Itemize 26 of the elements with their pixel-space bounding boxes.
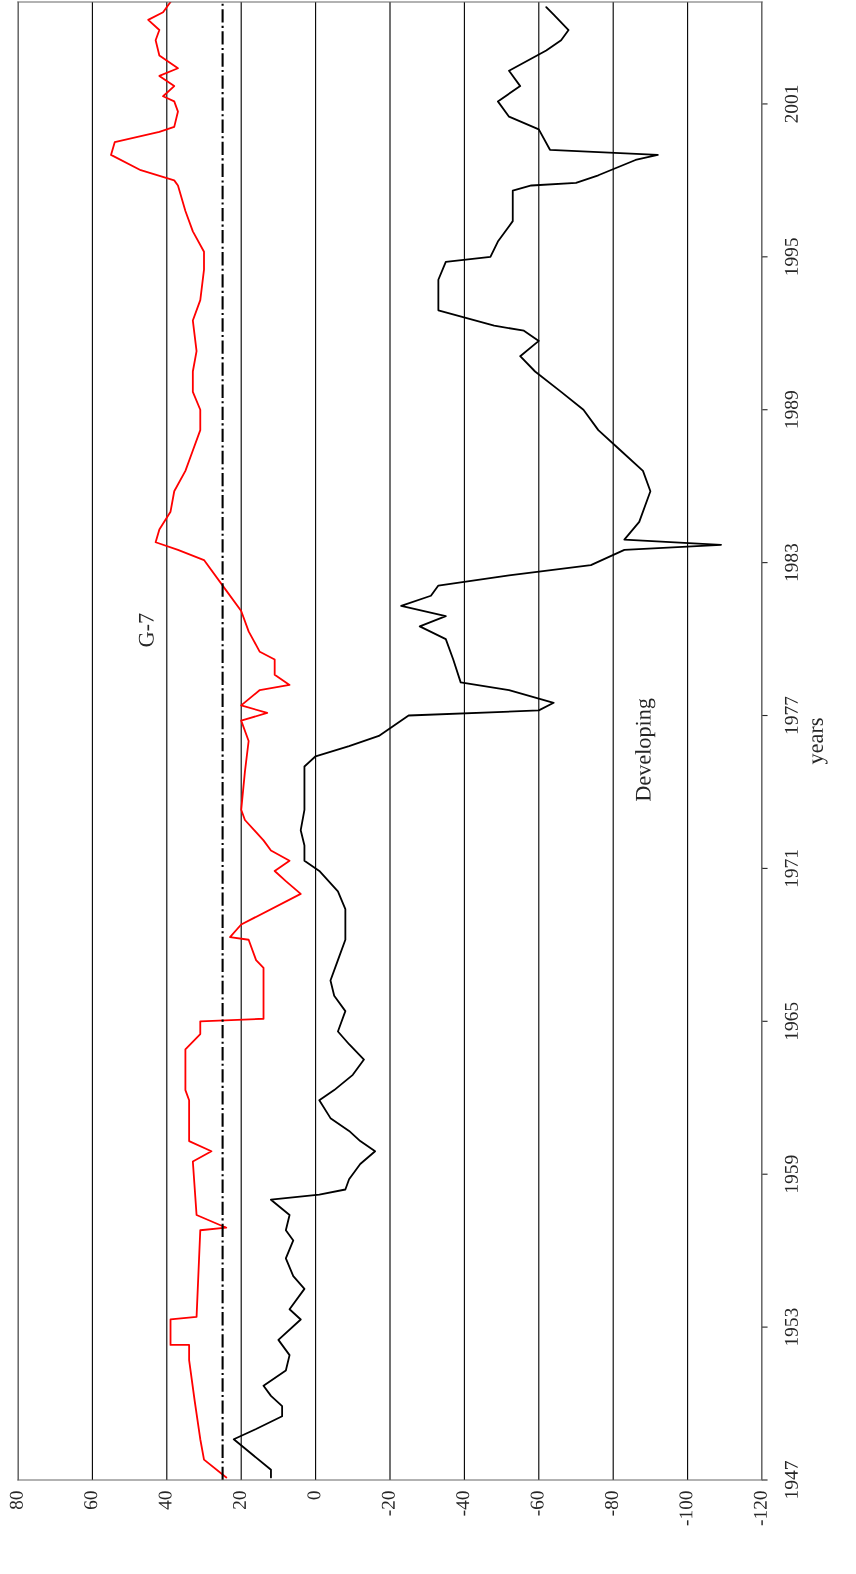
y-tick-label: 1965 (784, 1002, 798, 1040)
y-tick-label: 1947 (784, 1461, 798, 1498)
x-tick-label: 40 (158, 1491, 172, 1510)
x-tick-label: 60 (84, 1491, 98, 1510)
y-axis-title: years (812, 718, 828, 765)
y-tick-label: 1983 (784, 543, 798, 581)
x-tick-label: -80 (604, 1491, 619, 1516)
annotation: G-7 (138, 613, 154, 647)
x-tick-label: 0 (307, 1491, 321, 1500)
x-tick-label: -60 (530, 1491, 544, 1516)
x-tick-label: -100 (679, 1491, 693, 1526)
x-tick-label: -120 (753, 1491, 767, 1526)
y-tick-label: 1953 (784, 1308, 798, 1345)
x-tick-label: -40 (456, 1491, 470, 1516)
y-tick-label: 1971 (784, 850, 798, 887)
line-series (110, 2, 302, 1479)
y-tick-label: 1977 (784, 696, 798, 734)
annotation: Developing (635, 698, 656, 802)
y-tick-label: 1989 (784, 391, 798, 428)
line-series (232, 6, 722, 1479)
x-tick-label: -20 (381, 1491, 395, 1516)
x-tick-label: 80 (9, 1491, 23, 1510)
y-tick-label: 1959 (784, 1155, 798, 1192)
y-tick-label: 1995 (784, 238, 798, 275)
y-tick-label: 2001 (784, 85, 798, 123)
x-tick-label: 20 (232, 1491, 247, 1510)
